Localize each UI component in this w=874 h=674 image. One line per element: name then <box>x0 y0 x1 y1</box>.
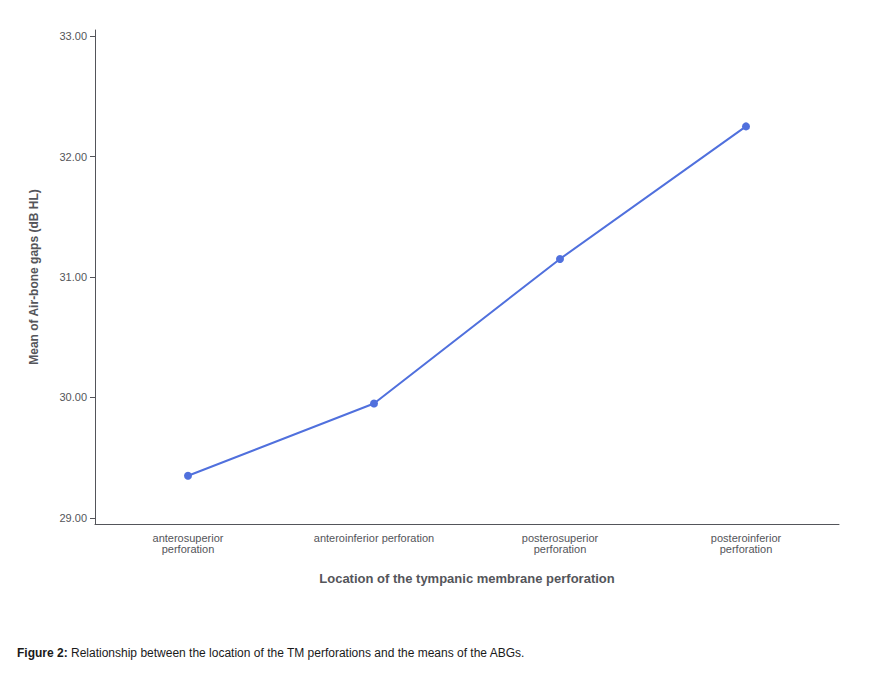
svg-text:Relationship between the locat: Relationship between the location of the… <box>71 646 524 660</box>
svg-text:29.00: 29.00 <box>59 512 87 524</box>
svg-text:33.00: 33.00 <box>59 30 87 42</box>
svg-text:posteroinferior: posteroinferior <box>710 531 782 544</box>
svg-text:posterosuperior: posterosuperior <box>521 531 599 544</box>
svg-text:Figure 2:: Figure 2: <box>17 646 68 660</box>
svg-text:anterosuperior: anterosuperior <box>152 531 224 544</box>
svg-text:Location of the tympanic membr: Location of the tympanic membrane perfor… <box>319 571 614 586</box>
svg-text:32.00: 32.00 <box>59 151 87 163</box>
svg-text:30.00: 30.00 <box>59 391 87 403</box>
svg-text:perforation: perforation <box>534 543 587 555</box>
svg-text:anteroinferior perforation: anteroinferior perforation <box>314 532 434 544</box>
svg-text:31.00: 31.00 <box>59 271 87 283</box>
svg-text:perforation: perforation <box>162 543 215 555</box>
svg-text:Mean of Air-bone gaps (dB HL): Mean of Air-bone gaps (dB HL) <box>27 189 41 365</box>
svg-text:perforation: perforation <box>720 543 773 555</box>
